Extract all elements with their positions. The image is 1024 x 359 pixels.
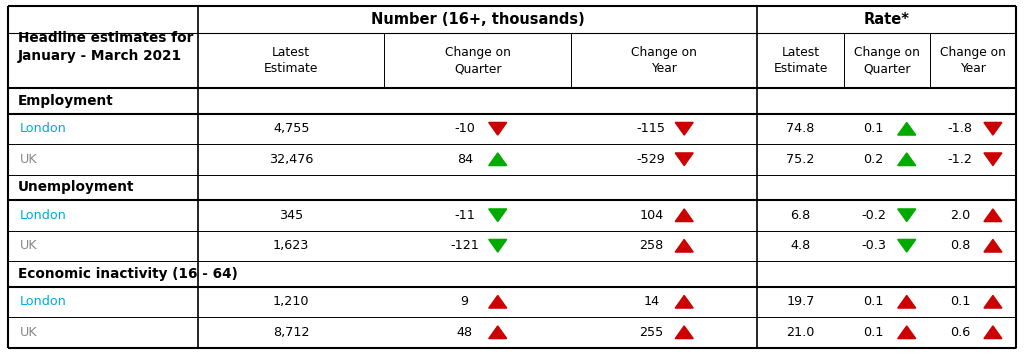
Text: Headline estimates for: Headline estimates for bbox=[18, 31, 194, 45]
Polygon shape bbox=[898, 326, 915, 339]
Text: Change on
Quarter: Change on Quarter bbox=[444, 46, 511, 75]
Polygon shape bbox=[488, 153, 507, 165]
Text: Unemployment: Unemployment bbox=[18, 180, 134, 194]
Text: 9: 9 bbox=[461, 295, 469, 308]
Text: 6.8: 6.8 bbox=[791, 209, 811, 222]
Text: Economic inactivity (16 - 64): Economic inactivity (16 - 64) bbox=[18, 267, 238, 281]
Text: 8,712: 8,712 bbox=[273, 326, 309, 339]
Polygon shape bbox=[488, 122, 507, 135]
Text: London: London bbox=[20, 295, 67, 308]
Polygon shape bbox=[898, 295, 915, 308]
Text: 0.1: 0.1 bbox=[863, 122, 884, 135]
Text: 14: 14 bbox=[643, 295, 659, 308]
Text: UK: UK bbox=[20, 153, 38, 166]
Text: UK: UK bbox=[20, 239, 38, 252]
Text: 2.0: 2.0 bbox=[950, 209, 970, 222]
Text: London: London bbox=[20, 122, 67, 135]
Text: 74.8: 74.8 bbox=[786, 122, 815, 135]
Text: London: London bbox=[20, 209, 67, 222]
Text: -11: -11 bbox=[455, 209, 475, 222]
Text: January - March 2021: January - March 2021 bbox=[18, 49, 182, 63]
Text: 32,476: 32,476 bbox=[269, 153, 313, 166]
Text: 255: 255 bbox=[639, 326, 664, 339]
Polygon shape bbox=[898, 122, 915, 135]
Text: Change on
Year: Change on Year bbox=[631, 46, 697, 75]
Text: -0.2: -0.2 bbox=[861, 209, 886, 222]
Text: -529: -529 bbox=[637, 153, 666, 166]
Text: 75.2: 75.2 bbox=[786, 153, 815, 166]
Text: 0.1: 0.1 bbox=[863, 326, 884, 339]
Polygon shape bbox=[984, 239, 1001, 252]
Polygon shape bbox=[984, 326, 1001, 339]
Text: -1.2: -1.2 bbox=[947, 153, 973, 166]
Text: 4,755: 4,755 bbox=[273, 122, 309, 135]
Polygon shape bbox=[898, 209, 915, 222]
Polygon shape bbox=[488, 239, 507, 252]
Polygon shape bbox=[984, 209, 1001, 222]
Text: -121: -121 bbox=[451, 239, 479, 252]
Text: -115: -115 bbox=[637, 122, 666, 135]
Text: 1,210: 1,210 bbox=[273, 295, 309, 308]
Text: 84: 84 bbox=[457, 153, 473, 166]
Polygon shape bbox=[984, 153, 1001, 165]
Text: Employment: Employment bbox=[18, 94, 114, 108]
Text: 0.6: 0.6 bbox=[950, 326, 970, 339]
Polygon shape bbox=[898, 153, 915, 165]
Text: 19.7: 19.7 bbox=[786, 295, 815, 308]
Text: Number (16+, thousands): Number (16+, thousands) bbox=[371, 12, 585, 27]
Polygon shape bbox=[898, 239, 915, 252]
Text: 345: 345 bbox=[280, 209, 303, 222]
Text: 1,623: 1,623 bbox=[273, 239, 309, 252]
Polygon shape bbox=[488, 326, 507, 339]
Polygon shape bbox=[675, 295, 693, 308]
Text: 0.2: 0.2 bbox=[863, 153, 884, 166]
Polygon shape bbox=[488, 209, 507, 222]
Text: 0.1: 0.1 bbox=[863, 295, 884, 308]
Polygon shape bbox=[675, 153, 693, 165]
Text: UK: UK bbox=[20, 326, 38, 339]
Text: 4.8: 4.8 bbox=[791, 239, 811, 252]
Polygon shape bbox=[675, 122, 693, 135]
Polygon shape bbox=[488, 295, 507, 308]
Polygon shape bbox=[675, 239, 693, 252]
Text: Change on
Quarter: Change on Quarter bbox=[854, 46, 920, 75]
Text: Latest
Estimate: Latest Estimate bbox=[773, 46, 827, 75]
Text: Change on
Year: Change on Year bbox=[940, 46, 1006, 75]
Polygon shape bbox=[984, 122, 1001, 135]
Polygon shape bbox=[675, 326, 693, 339]
Polygon shape bbox=[675, 209, 693, 222]
Text: -1.8: -1.8 bbox=[947, 122, 973, 135]
Text: Latest
Estimate: Latest Estimate bbox=[264, 46, 318, 75]
Text: -0.3: -0.3 bbox=[861, 239, 886, 252]
Text: -10: -10 bbox=[455, 122, 475, 135]
Text: 104: 104 bbox=[639, 209, 664, 222]
Text: 0.8: 0.8 bbox=[949, 239, 970, 252]
Text: 21.0: 21.0 bbox=[786, 326, 815, 339]
Text: 48: 48 bbox=[457, 326, 473, 339]
Text: Rate*: Rate* bbox=[863, 12, 909, 27]
Text: 0.1: 0.1 bbox=[949, 295, 970, 308]
Polygon shape bbox=[984, 295, 1001, 308]
Text: 258: 258 bbox=[639, 239, 664, 252]
